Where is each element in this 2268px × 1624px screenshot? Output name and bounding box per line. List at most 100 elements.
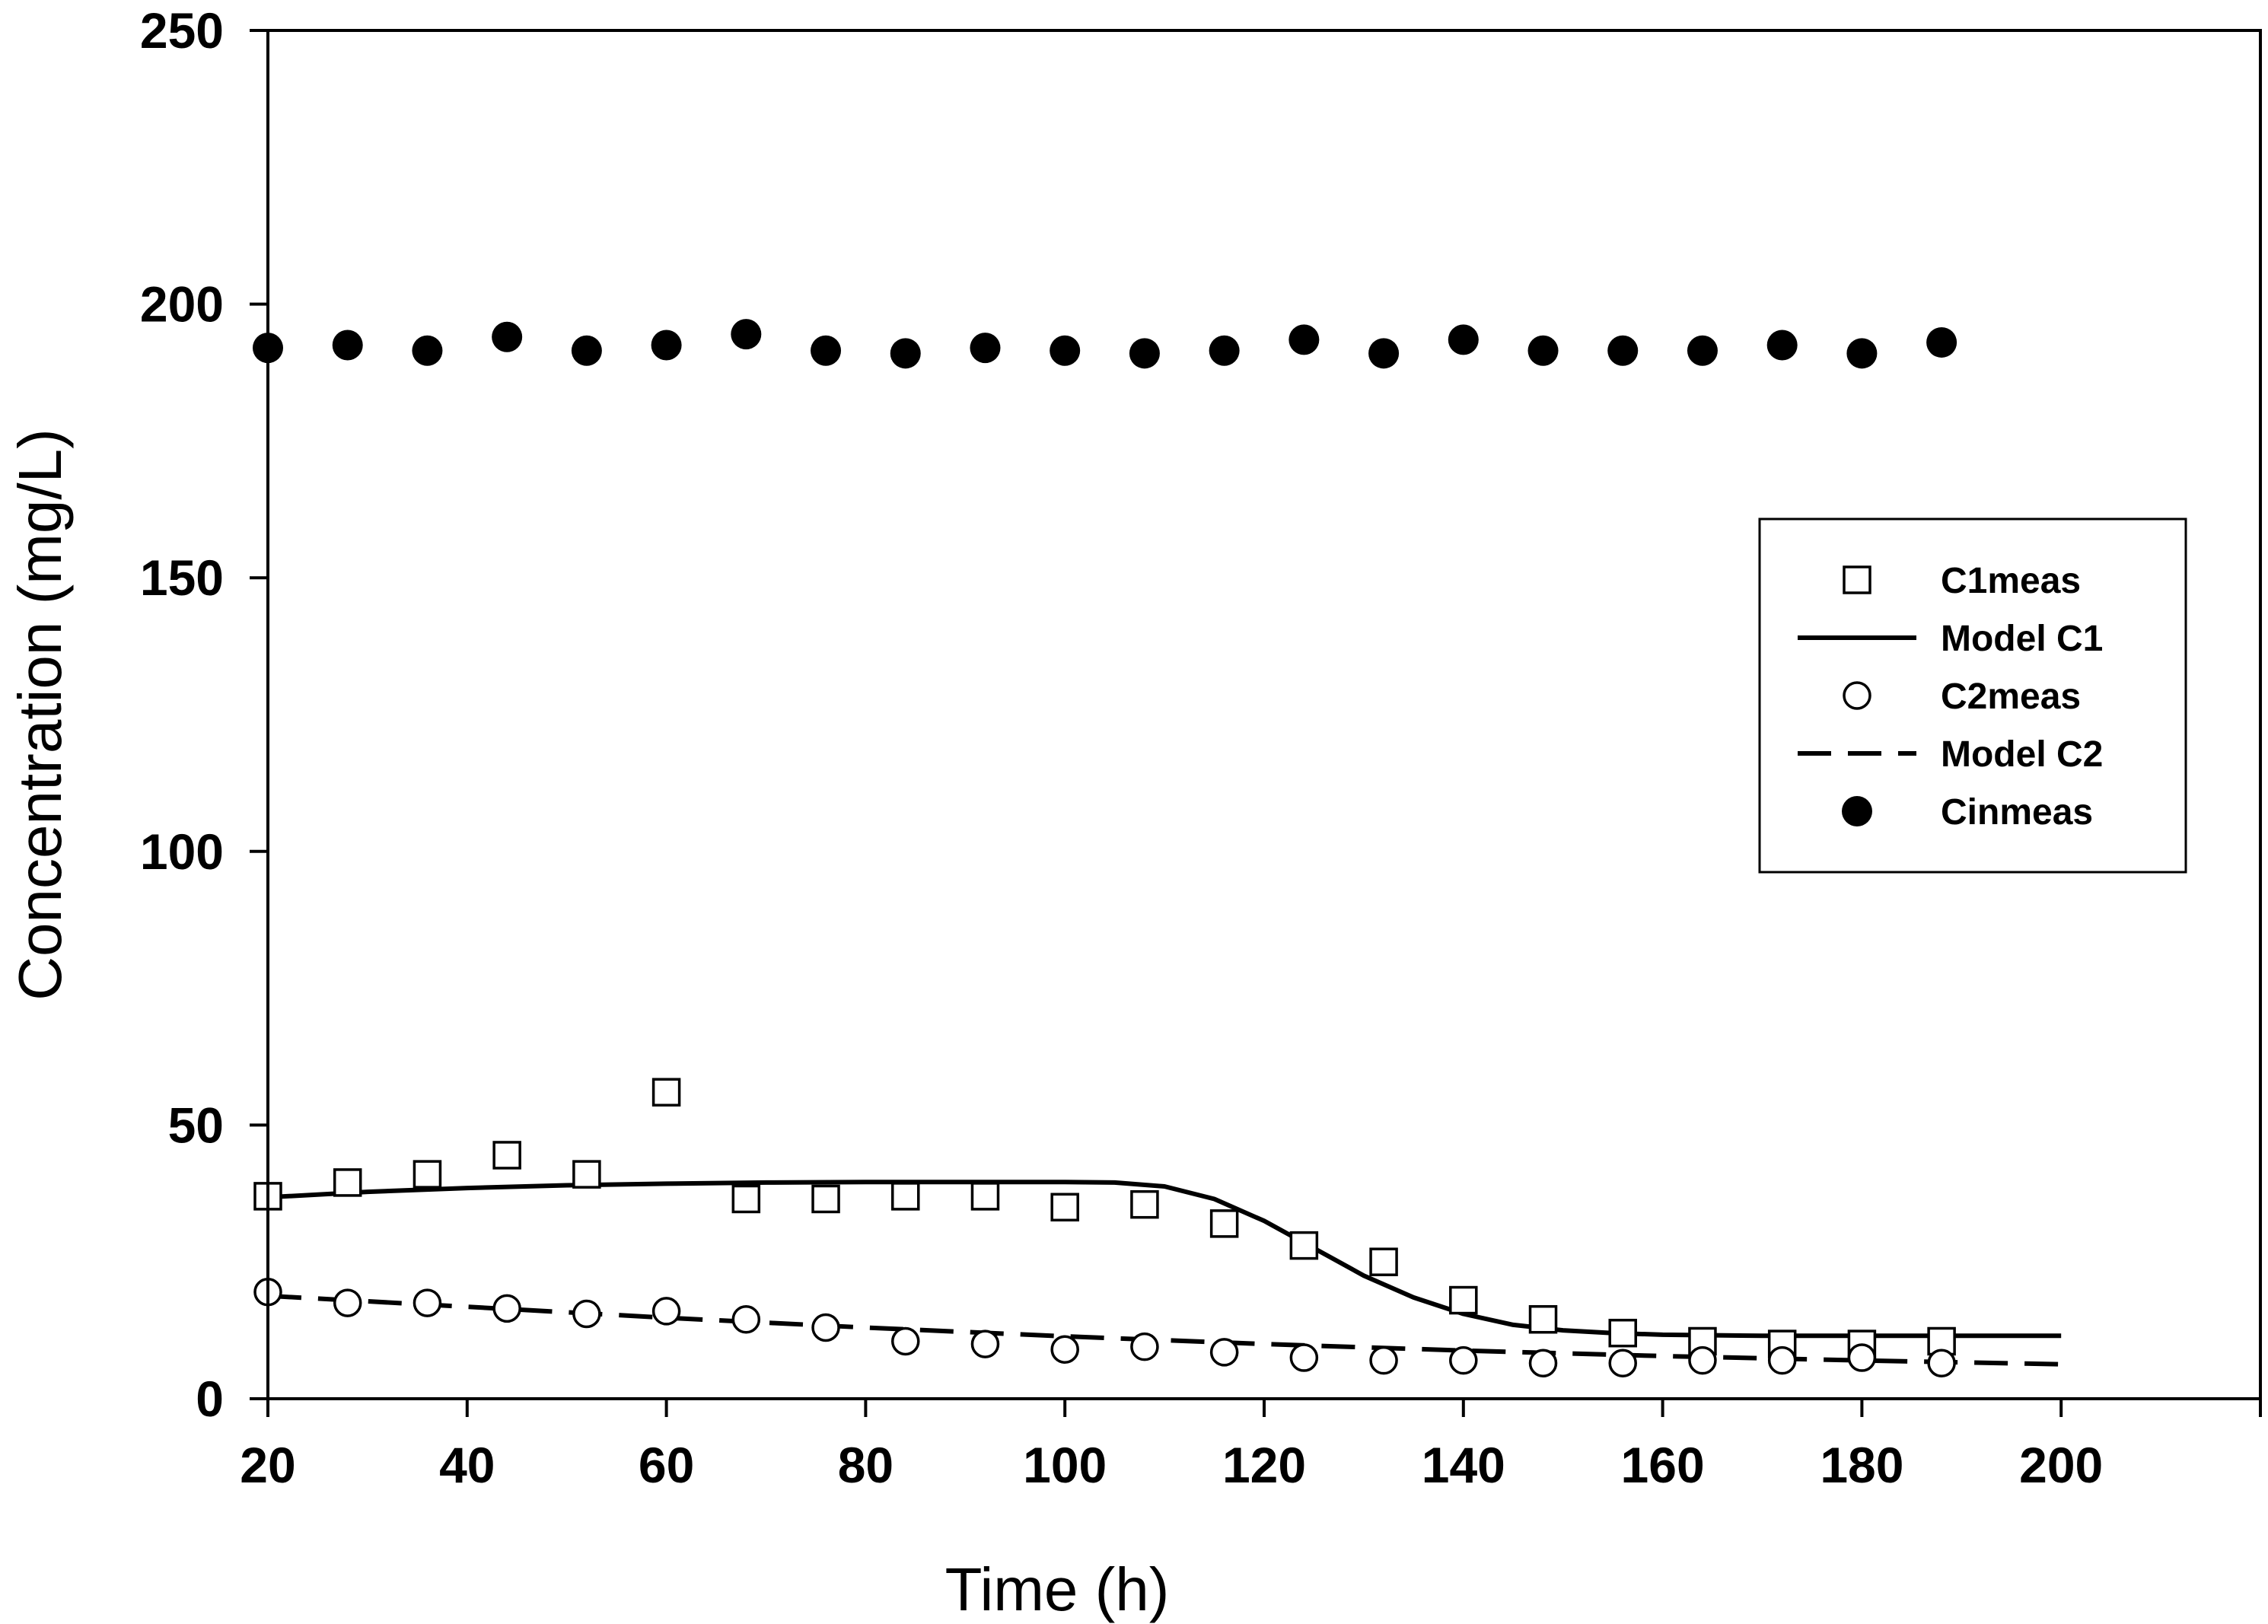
x-tick-label-120: 120 — [1222, 1437, 1306, 1493]
data-point-c2meas-6 — [731, 1304, 761, 1334]
legend-label-model-c1: Model C1 — [1941, 619, 2103, 659]
data-point-c2meas-2 — [413, 1288, 442, 1317]
legend-box — [1758, 517, 2187, 874]
data-point-cinmeas-15 — [1448, 324, 1479, 355]
data-point-c1meas-10 — [1050, 1193, 1079, 1222]
data-point-c1meas-11 — [1130, 1189, 1159, 1219]
data-point-cinmeas-16 — [1527, 335, 1559, 366]
data-point-c1meas-3 — [492, 1141, 521, 1170]
data-point-cinmeas-3 — [492, 321, 523, 352]
data-point-c2meas-13 — [1289, 1343, 1319, 1372]
data-point-c2meas-10 — [1050, 1335, 1079, 1364]
data-point-cinmeas-14 — [1368, 338, 1400, 369]
data-point-c2meas-9 — [970, 1329, 1000, 1358]
data-point-c1meas-7 — [811, 1184, 840, 1214]
legend-label-model-c2: Model C2 — [1941, 734, 2103, 775]
data-point-c2meas-14 — [1369, 1345, 1398, 1375]
data-point-c1meas-16 — [1528, 1304, 1558, 1334]
legend-item-c2meas: C2meas — [1843, 677, 2081, 717]
plot-frame — [266, 29, 2262, 1400]
data-point-c2meas-8 — [891, 1326, 920, 1356]
x-tick-label-80: 80 — [838, 1437, 894, 1493]
legend-item-cinmeas: Cinmeas — [1842, 792, 2093, 833]
data-point-cinmeas-1 — [332, 330, 363, 361]
data-point-cinmeas-11 — [1129, 338, 1160, 369]
data-point-cinmeas-21 — [1926, 326, 1957, 358]
data-point-cinmeas-8 — [890, 338, 921, 369]
data-point-c2meas-12 — [1209, 1338, 1239, 1367]
data-point-c2meas-3 — [492, 1294, 521, 1323]
data-point-c2meas-16 — [1528, 1349, 1558, 1378]
data-point-c1meas-9 — [970, 1182, 1000, 1211]
series-c1meas — [253, 1078, 1956, 1358]
data-point-c2meas-19 — [1767, 1345, 1797, 1375]
x-tick-label-180: 180 — [1820, 1437, 1903, 1493]
data-point-c2meas-15 — [1449, 1345, 1478, 1375]
data-point-cinmeas-19 — [1766, 330, 1798, 361]
data-point-cinmeas-20 — [1846, 338, 1878, 369]
legend-label-c2meas: C2meas — [1941, 677, 2081, 717]
series-cinmeas — [253, 319, 1957, 369]
x-tick-label-60: 60 — [639, 1437, 694, 1493]
x-tick-label-20: 20 — [240, 1437, 295, 1493]
data-point-c1meas-1 — [333, 1168, 362, 1197]
data-point-cinmeas-13 — [1288, 324, 1320, 355]
data-point-c1meas-5 — [651, 1078, 681, 1107]
data-point-c2meas-17 — [1608, 1349, 1637, 1378]
data-point-cinmeas-5 — [651, 330, 682, 361]
data-point-c1meas-8 — [891, 1182, 920, 1211]
data-markers — [253, 319, 1957, 1378]
data-point-c2meas-4 — [572, 1299, 601, 1329]
legend-item-model-c1: Model C1 — [1798, 619, 2103, 659]
legend-symbol-c2meas — [1843, 681, 1871, 710]
data-point-cinmeas-2 — [412, 335, 443, 366]
data-point-c1meas-12 — [1209, 1209, 1239, 1238]
x-tick-label-200: 200 — [2019, 1437, 2103, 1493]
data-point-cinmeas-4 — [571, 335, 602, 366]
data-point-c2meas-7 — [811, 1313, 840, 1342]
x-tick-label-140: 140 — [1422, 1437, 1505, 1493]
data-point-c2meas-1 — [333, 1288, 362, 1317]
legend-symbol-c1meas — [1843, 565, 1871, 594]
series-c2meas — [253, 1278, 1956, 1378]
data-point-c2meas-11 — [1130, 1332, 1159, 1361]
data-point-cinmeas-9 — [970, 333, 1001, 364]
y-tick-label-50: 50 — [168, 1097, 224, 1153]
data-point-c1meas-13 — [1289, 1231, 1319, 1260]
legend-label-cinmeas: Cinmeas — [1941, 792, 2093, 833]
data-point-c1meas-14 — [1369, 1247, 1398, 1276]
y-tick-label-250: 250 — [140, 2, 224, 59]
y-tick-label-100: 100 — [140, 823, 224, 880]
x-tick-label-100: 100 — [1023, 1437, 1107, 1493]
data-point-c2meas-21 — [1927, 1349, 1956, 1378]
data-point-cinmeas-18 — [1687, 335, 1718, 366]
data-point-cinmeas-17 — [1607, 335, 1639, 366]
model-lines — [267, 1180, 2062, 1367]
y-tick-label-150: 150 — [140, 549, 224, 606]
series-line-model-c1 — [267, 1180, 2062, 1339]
data-point-c1meas-6 — [731, 1184, 761, 1214]
legend-symbol-cinmeas — [1842, 796, 1872, 826]
y-tick-label-200: 200 — [140, 276, 224, 333]
data-point-c2meas-5 — [651, 1297, 681, 1326]
data-point-c1meas-4 — [572, 1160, 601, 1189]
y-tick-label-0: 0 — [196, 1371, 224, 1427]
legend-item-c1meas: C1meas — [1843, 561, 2081, 601]
data-point-cinmeas-6 — [731, 319, 762, 350]
data-point-c1meas-17 — [1608, 1318, 1637, 1348]
x-tick-label-40: 40 — [439, 1437, 495, 1493]
x-tick-label-160: 160 — [1621, 1437, 1705, 1493]
data-point-c1meas-2 — [413, 1160, 442, 1189]
x-axis-title: Time (h) — [945, 1556, 1170, 1623]
legend-item-model-c2: Model C2 — [1798, 734, 2103, 775]
legend: C1meas Model C1 C2meas Model C2 Cinmeas — [1758, 517, 2187, 874]
data-point-cinmeas-7 — [811, 335, 842, 366]
data-point-cinmeas-12 — [1209, 335, 1240, 366]
y-axis-title: Concentration (mg/L) — [6, 428, 74, 1000]
x-axis: 20 40 60 80 100 120 140 160 180 200 — [240, 1399, 2262, 1493]
data-point-c2meas-20 — [1847, 1343, 1877, 1372]
legend-label-c1meas: C1meas — [1941, 561, 2081, 601]
data-point-cinmeas-10 — [1050, 335, 1081, 366]
data-point-c2meas-18 — [1688, 1345, 1717, 1375]
